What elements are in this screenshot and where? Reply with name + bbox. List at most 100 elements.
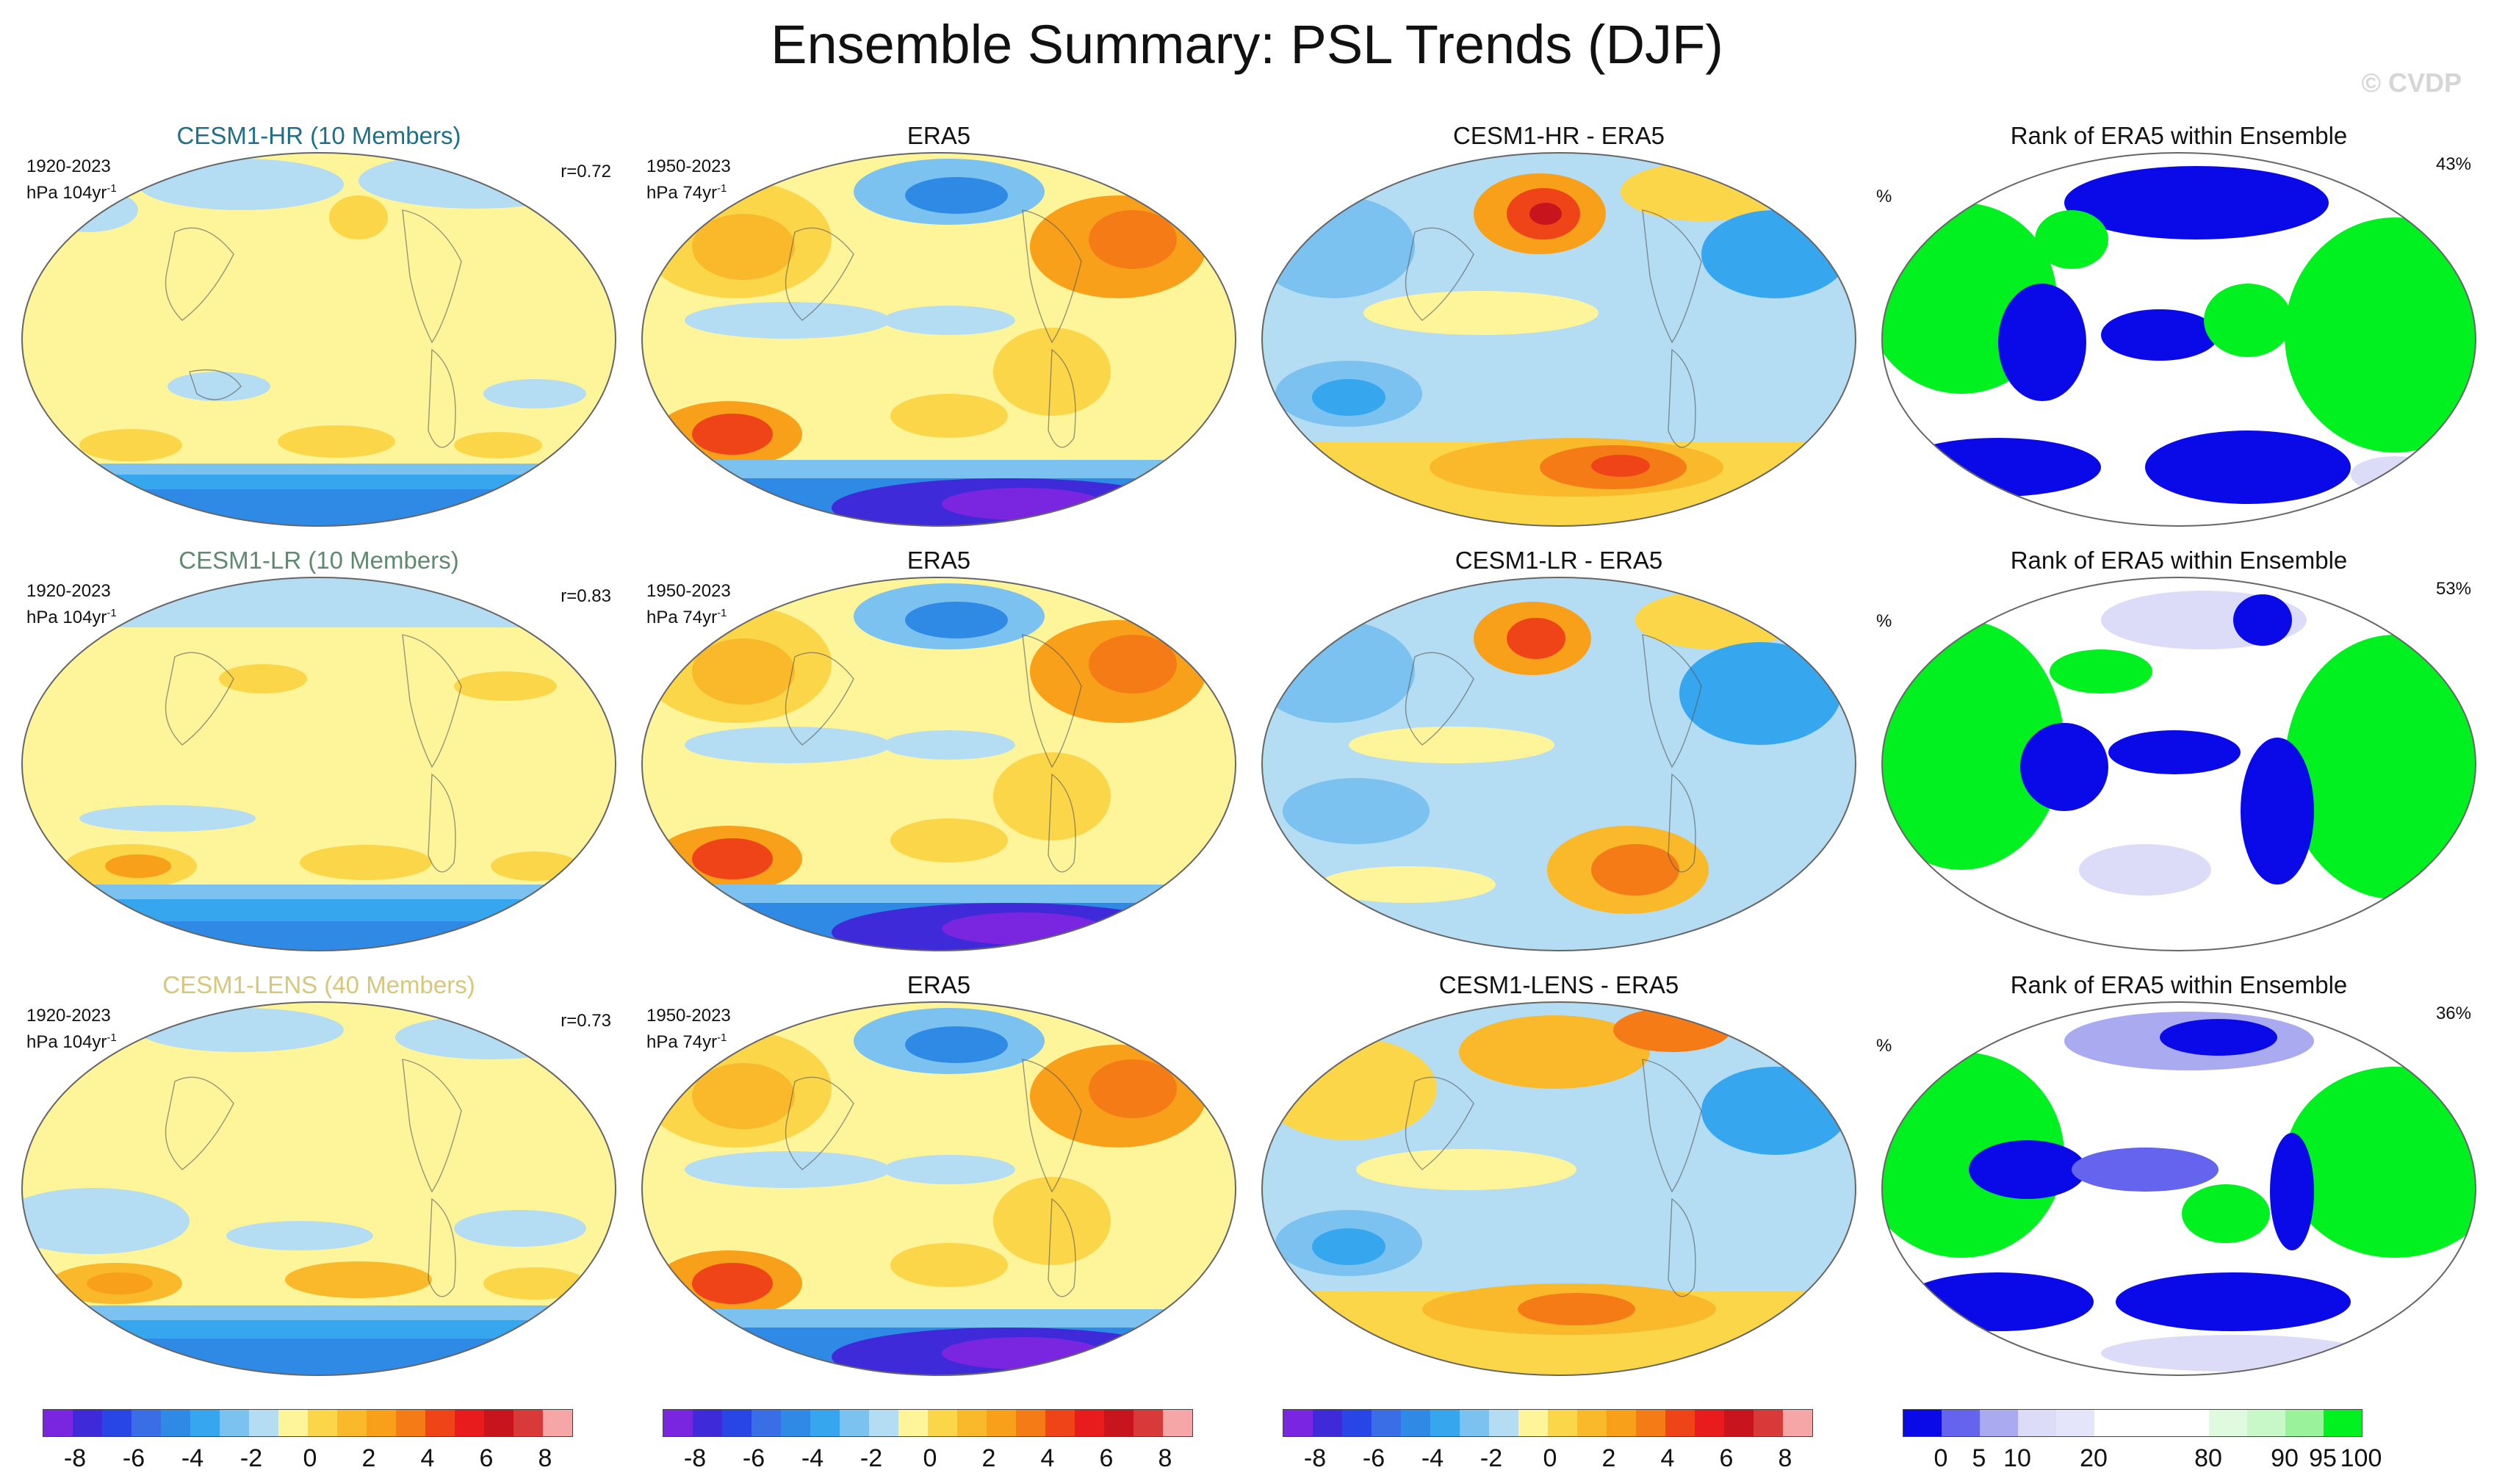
colorbar-tick-label: -8	[683, 1444, 707, 1472]
map-model-trend	[21, 577, 616, 951]
colorbar-tick-label: 4	[420, 1444, 435, 1472]
colorbar-swatch	[1163, 1410, 1192, 1436]
colorbar-trend-diff: -8 -6 -4 -2 0 2 4 6 8	[1283, 1409, 1832, 1483]
colorbar-tick-label: 90	[2271, 1444, 2299, 1472]
colorbar-tick-label: 20	[2080, 1444, 2108, 1472]
panel-title: Rank of ERA5 within Ensemble	[2010, 971, 2348, 998]
colorbar-swatch	[102, 1410, 131, 1436]
panel-info: 1950-2023 hPa 74yr-1	[646, 580, 731, 629]
colorbar-swatch	[1518, 1410, 1548, 1436]
percent-unit: %	[1876, 611, 1892, 631]
colorbar-swatch	[73, 1410, 102, 1436]
colorbar-swatch	[1460, 1410, 1489, 1436]
panel-title: ERA5	[907, 122, 971, 149]
colorbar-tick-label: 10	[2003, 1444, 2031, 1472]
colorbar-swatch	[840, 1410, 869, 1436]
colorbar-swatch	[2133, 1410, 2171, 1436]
colorbar-tick-label: 95	[2309, 1444, 2337, 1472]
colorbar-swatch	[1134, 1410, 1163, 1436]
colorbar-swatch	[1665, 1410, 1695, 1436]
colorbar-tick-label: 0	[923, 1444, 937, 1472]
panel-rank-row1: Rank of ERA5 within Ensemble % 43%	[1870, 122, 2487, 533]
colorbar-swatch	[1577, 1410, 1607, 1436]
period-label: 1920-2023	[26, 581, 111, 601]
colorbar-trend-model: -8 -6 -4 -2 0 2 4 6 8	[43, 1409, 592, 1483]
panel-title: CESM1-HR (10 Members)	[176, 122, 461, 149]
colorbar-swatches	[43, 1409, 573, 1437]
colorbar-swatch	[957, 1410, 987, 1436]
colorbar-tick-label: 80	[2194, 1444, 2222, 1472]
colorbar-swatch	[367, 1410, 396, 1436]
map-difference	[1261, 1001, 1856, 1376]
panel-diff-row1: CESM1-HR - ERA5	[1250, 122, 1867, 533]
panel-diff-row3: CESM1-LENS - ERA5	[1250, 971, 1867, 1383]
colorbar-swatch	[1075, 1410, 1104, 1436]
colorbar-tick-label: 4	[1040, 1444, 1055, 1472]
units-exponent: -1	[717, 607, 727, 619]
period-label: 1950-2023	[646, 1006, 731, 1026]
map-model-trend	[21, 152, 616, 527]
panel-obs-row3: ERA5 1950-2023 hPa 74yr-1	[630, 971, 1247, 1383]
panel-info: 1920-2023 hPa 104yr-1	[26, 1005, 117, 1053]
colorbar-tick-label: -8	[63, 1444, 87, 1472]
pattern-correlation: r=0.73	[561, 1011, 611, 1031]
colorbar-swatch	[2171, 1410, 2209, 1436]
colorbar-tick-label: 0	[1543, 1444, 1557, 1472]
colorbar-tick-label: -8	[1303, 1444, 1327, 1472]
period-label: 1920-2023	[26, 156, 111, 176]
rank-percent: 36%	[2435, 1004, 2471, 1023]
units-label: hPa 74yr	[646, 183, 718, 203]
colorbar-swatch	[722, 1410, 752, 1436]
panel-obs-row2: ERA5 1950-2023 hPa 74yr-1	[630, 547, 1247, 958]
colorbar-swatch	[1342, 1410, 1372, 1436]
colorbar-swatch	[1283, 1410, 1313, 1436]
colorbar-tick-label: -4	[181, 1444, 204, 1472]
colorbar-swatch	[1724, 1410, 1754, 1436]
colorbar-swatch	[2247, 1410, 2285, 1436]
colorbar-swatch	[484, 1410, 513, 1436]
colorbar-tick-label: 5	[1972, 1444, 1986, 1472]
cvdp-watermark: © CVDP	[2361, 68, 2462, 98]
colorbar-swatch	[2324, 1410, 2362, 1436]
colorbar-tick-label: -4	[1421, 1444, 1444, 1472]
colorbar-tick-label: 6	[1099, 1444, 1114, 1472]
units-exponent: -1	[107, 1031, 117, 1044]
colorbar-swatch	[693, 1410, 722, 1436]
units-exponent: -1	[717, 1031, 727, 1044]
colorbar-swatch	[1489, 1410, 1518, 1436]
colorbar-tick-label: 2	[361, 1444, 376, 1472]
colorbar-swatch	[425, 1410, 455, 1436]
colorbar-swatch	[131, 1410, 161, 1436]
colorbar-swatch	[190, 1410, 220, 1436]
panel-obs-row1: ERA5 1950-2023 hPa 74yr-1	[630, 122, 1247, 533]
colorbar-swatch	[543, 1410, 572, 1436]
units-exponent: -1	[107, 607, 117, 619]
colorbar-swatch	[663, 1410, 693, 1436]
rank-percent: 43%	[2435, 154, 2471, 174]
panel-info: 1920-2023 hPa 104yr-1	[26, 580, 117, 629]
colorbar-swatch	[2094, 1410, 2133, 1436]
map-obs-trend	[641, 152, 1236, 527]
colorbar-swatch	[987, 1410, 1016, 1436]
units-exponent: -1	[107, 182, 117, 195]
colorbar-tick-label: 2	[981, 1444, 996, 1472]
colorbar-swatch	[1783, 1410, 1812, 1436]
units-label: hPa 104yr	[26, 183, 107, 203]
colorbar-swatch	[220, 1410, 249, 1436]
colorbar-rank: 0 5 10 20 80 90 95 100	[1903, 1409, 2410, 1483]
colorbar-swatch	[1980, 1410, 2018, 1436]
percent-unit: %	[1876, 1036, 1892, 1056]
colorbar-swatch	[1313, 1410, 1342, 1436]
colorbar-swatch	[1104, 1410, 1134, 1436]
pattern-correlation: r=0.83	[561, 586, 611, 606]
colorbar-swatch	[308, 1410, 337, 1436]
colorbar-swatch	[1636, 1410, 1665, 1436]
colorbar-swatch	[337, 1410, 367, 1436]
colorbar-tick-label: 0	[303, 1444, 317, 1472]
map-model-trend	[21, 1001, 616, 1376]
colorbar-swatch	[2285, 1410, 2324, 1436]
panel-rank-row2: Rank of ERA5 within Ensemble % 53%	[1870, 547, 2487, 958]
colorbar-tick-label: 4	[1660, 1444, 1675, 1472]
colorbar-swatch	[2209, 1410, 2247, 1436]
panel-title: CESM1-LENS - ERA5	[1438, 971, 1679, 998]
